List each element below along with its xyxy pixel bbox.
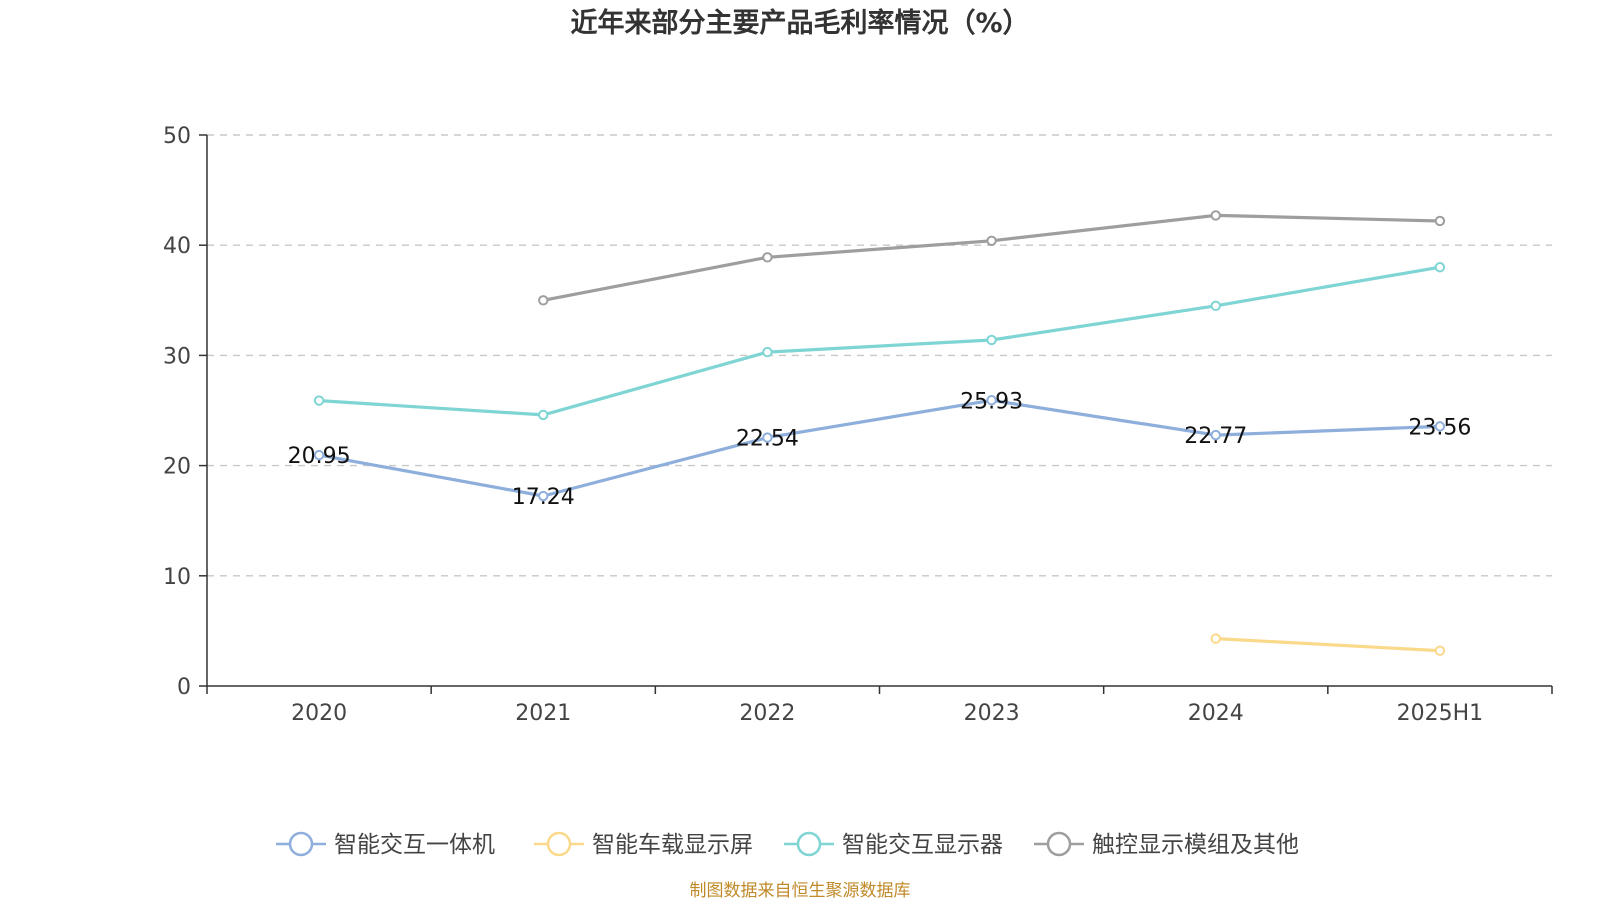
legend-marker — [796, 831, 822, 857]
legend-label: 触控显示模组及其他 — [1092, 832, 1299, 858]
legend-marker — [288, 831, 314, 857]
data-label: 25.93 — [960, 389, 1023, 414]
data-point — [538, 295, 549, 306]
data-point — [1210, 300, 1221, 312]
data-point — [986, 235, 997, 246]
legend-label: 智能交互显示器 — [842, 832, 1003, 858]
data-point — [1434, 421, 1446, 432]
x-tick-label: 2025H1 — [1397, 701, 1484, 726]
legend-item: 智能车载显示屏 — [534, 831, 753, 858]
data-labels: 20.95 17.24 22.54 25.93 22.77 23.56 — [288, 389, 1472, 510]
legend-item: 智能交互显示器 — [784, 831, 1003, 858]
data-point — [1210, 210, 1221, 221]
series-lines — [313, 210, 1446, 656]
data-point — [1210, 633, 1221, 644]
data-point — [1434, 262, 1446, 273]
series-line-3 — [542, 213, 1440, 302]
legend-label: 智能交互一体机 — [334, 832, 495, 858]
y-tick-label: 0 — [177, 675, 191, 700]
y-tick-label: 50 — [163, 124, 191, 149]
data-label: 17.24 — [512, 485, 575, 510]
y-tick-label: 40 — [163, 234, 191, 259]
data-point — [762, 252, 773, 263]
data-label: 22.77 — [1184, 424, 1247, 449]
chart-title: 近年来部分主要产品毛利率情况（%） — [570, 7, 1029, 39]
axes: 0 10 20 30 40 50 2020 2021 2022 2023 2024 2025H1 — [163, 124, 1553, 726]
data-point — [1210, 429, 1221, 441]
data-label: 23.56 — [1408, 415, 1471, 440]
data-point — [1434, 215, 1446, 227]
x-tick-label: 2022 — [739, 701, 795, 726]
series-line-0 — [318, 398, 1440, 498]
legend-item: 智能交互一体机 — [276, 831, 495, 858]
data-label: 22.54 — [736, 427, 799, 452]
data-point — [986, 395, 997, 406]
data-point — [538, 490, 549, 502]
data-point — [538, 409, 549, 421]
data-point — [1434, 645, 1446, 656]
legend-item: 触控显示模组及其他 — [1034, 831, 1299, 858]
series-line-2 — [318, 265, 1441, 417]
series-line-1 — [1215, 637, 1440, 653]
legend-label: 智能车载显示屏 — [592, 832, 753, 858]
data-point — [762, 432, 773, 443]
data-point — [762, 346, 773, 358]
data-label: 20.95 — [288, 444, 351, 469]
y-tick-label: 20 — [163, 455, 191, 480]
y-tick-label: 30 — [163, 344, 191, 369]
legend-marker — [546, 831, 572, 857]
x-tick-label: 2024 — [1188, 701, 1244, 726]
data-point — [313, 395, 325, 406]
data-point — [986, 334, 997, 346]
legend: 智能交互一体机 智能车载显示屏 智能交互显示器 触控显示模组及其他 — [276, 831, 1299, 858]
x-tick-label: 2023 — [964, 701, 1020, 726]
y-tick-label: 10 — [163, 565, 191, 590]
x-tick-label: 2020 — [291, 701, 347, 726]
data-point — [313, 449, 325, 461]
source-note: 制图数据来自恒生聚源数据库 — [690, 881, 911, 900]
grid-lines — [207, 134, 1552, 577]
legend-marker — [1046, 831, 1072, 857]
x-tick-label: 2021 — [515, 701, 571, 726]
